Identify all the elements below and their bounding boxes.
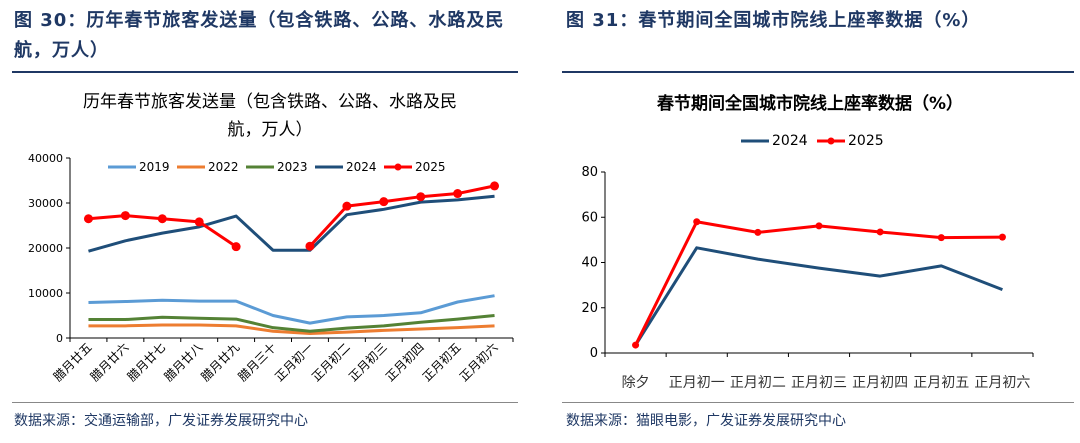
series-line-2024 — [634, 246, 1003, 346]
x-tick-label: 正月初一 — [272, 340, 316, 384]
y-tick-label: 40 — [581, 256, 598, 271]
series-line-2024 — [88, 194, 495, 253]
y-tick-label: 80 — [581, 165, 598, 180]
data-point-2025 — [693, 218, 701, 226]
x-tick-label: 正月初四 — [852, 374, 908, 391]
title-rule-right — [562, 71, 1074, 73]
legend-label-2024: 2024 — [346, 160, 377, 174]
figure-31-title: 图 31：春节期间全国城市院线上座率数据（%） — [566, 10, 981, 31]
data-point-2025 — [157, 214, 167, 224]
legend-label-2019: 2019 — [139, 160, 170, 174]
legend-label-2025: 2025 — [415, 160, 446, 174]
series-line-2025 — [308, 184, 495, 248]
y-tick-label: 20 — [581, 301, 598, 316]
series-line-2022 — [88, 323, 495, 335]
y-tick-label: 10000 — [28, 287, 63, 300]
legend-label-2024: 2024 — [772, 133, 808, 149]
x-tick-label: 腊月廿九 — [198, 340, 242, 384]
x-tick-label: 腊月廿五 — [51, 340, 95, 384]
x-tick-label: 腊月三十 — [235, 340, 279, 384]
data-point-2025 — [998, 233, 1006, 241]
source-rule-left — [12, 402, 518, 403]
legend-label-2023: 2023 — [277, 160, 308, 174]
series-line-2019 — [88, 294, 495, 325]
x-tick-label: 正月初一 — [669, 374, 725, 391]
x-tick-label: 腊月廿六 — [88, 340, 132, 384]
data-point-2025 — [453, 189, 463, 199]
source-rule-right — [562, 402, 1074, 403]
y-tick-label: 60 — [581, 210, 598, 225]
data-point-2025 — [305, 241, 315, 251]
data-point-2025 — [754, 228, 762, 236]
data-point-2025 — [342, 201, 352, 211]
x-tick-label: 正月初四 — [383, 340, 427, 384]
chart-left-title: 历年春节旅客发送量（包含铁路、公路、水路及民航，万人） — [83, 92, 457, 140]
x-tick-label: 除夕 — [622, 375, 650, 391]
x-tick-label: 正月初三 — [346, 340, 390, 384]
x-tick-label: 正月初五 — [420, 340, 464, 384]
legend-marker-2025 — [394, 163, 402, 171]
x-tick-label: 正月初六 — [974, 374, 1030, 391]
x-tick-label: 正月初二 — [309, 340, 353, 384]
x-tick-label: 正月初六 — [457, 340, 501, 384]
legend-label-2025: 2025 — [848, 133, 884, 149]
data-point-2025 — [120, 211, 130, 221]
y-tick-label: 30000 — [28, 197, 63, 210]
title-rule-left — [12, 71, 518, 73]
x-tick-label: 正月初三 — [791, 374, 847, 391]
legend-label-2022: 2022 — [208, 160, 239, 174]
x-tick-label: 腊月廿八 — [161, 340, 205, 384]
x-tick-label: 正月初二 — [730, 374, 786, 391]
source-right: 数据来源：猫眼电影，广发证券发展研究中心 — [566, 413, 846, 429]
data-point-2025 — [379, 197, 389, 207]
data-point-2025 — [231, 242, 241, 252]
data-point-2025 — [632, 341, 640, 349]
data-point-2025 — [416, 192, 426, 202]
source-left: 数据来源：交通运输部，广发证券发展研究中心 — [14, 413, 308, 429]
data-point-2025 — [83, 214, 93, 224]
y-tick-label: 40000 — [28, 152, 63, 165]
data-point-2025 — [937, 234, 945, 242]
data-point-2025 — [876, 228, 884, 236]
y-tick-label: 0 — [56, 332, 63, 345]
y-tick-label: 0 — [590, 346, 598, 361]
series-line-2023 — [88, 314, 495, 333]
chart-right-title: 春节期间全国城市院线上座率数据（%） — [656, 94, 964, 114]
x-tick-label: 正月初五 — [913, 374, 969, 391]
figure-30-title: 图 30：历年春节旅客发送量（包含铁路、公路、水路及民航，万人） — [14, 10, 505, 61]
x-tick-label: 腊月廿七 — [125, 340, 169, 384]
legend-marker-2025 — [827, 137, 835, 145]
y-tick-label: 20000 — [28, 242, 63, 255]
data-point-2025 — [194, 217, 204, 227]
data-point-2025 — [815, 222, 823, 230]
series-line-2025 — [634, 220, 1003, 346]
data-point-2025 — [490, 181, 500, 191]
